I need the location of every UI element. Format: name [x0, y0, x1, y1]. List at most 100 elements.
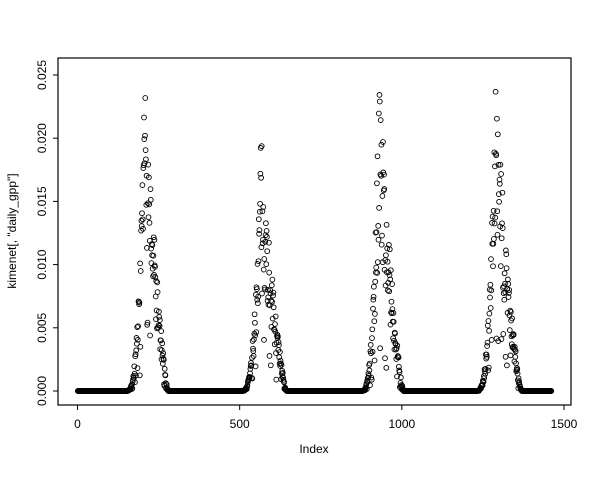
data-point: [373, 264, 380, 271]
data-point: [490, 207, 497, 214]
data-point: [487, 294, 493, 301]
data-point: [365, 370, 372, 377]
data-point: [266, 269, 273, 276]
data-point: [483, 354, 490, 360]
data-point: [367, 342, 374, 348]
data-point: [385, 287, 391, 294]
data-point: [507, 308, 514, 315]
data-point: [371, 283, 377, 290]
data-point: [372, 311, 378, 317]
data-point: [250, 345, 256, 352]
y-tick-label: 0.000: [35, 376, 49, 406]
data-point: [142, 147, 149, 153]
data-point: [254, 286, 260, 292]
data-point: [368, 374, 375, 381]
data-point: [498, 235, 505, 242]
data-point: [368, 376, 375, 383]
data-point: [366, 360, 373, 367]
data-point: [492, 214, 499, 221]
data-point: [138, 223, 145, 229]
data-point: [395, 354, 402, 361]
data-point: [501, 270, 508, 277]
data-point: [252, 332, 259, 339]
data-points: [74, 88, 555, 394]
data-point: [154, 289, 161, 295]
data-point: [247, 366, 254, 372]
data-point: [276, 342, 282, 348]
data-point: [273, 376, 280, 383]
data-point: [503, 265, 510, 272]
data-point: [149, 242, 156, 248]
data-point: [369, 348, 376, 355]
data-point: [135, 323, 141, 330]
data-point: [158, 337, 164, 344]
data-point: [392, 341, 399, 347]
data-point: [254, 261, 261, 267]
data-point: [487, 281, 494, 288]
data-point: [507, 352, 514, 359]
data-point: [248, 375, 255, 381]
data-point: [506, 287, 513, 293]
data-point: [384, 245, 391, 252]
data-point: [488, 337, 495, 343]
data-point: [268, 297, 274, 304]
data-point: [512, 354, 519, 360]
data-point: [504, 362, 510, 369]
data-point: [269, 276, 276, 283]
data-point: [146, 201, 153, 208]
data-point: [369, 335, 375, 341]
data-point: [139, 210, 145, 217]
data-point: [363, 386, 370, 392]
data-point: [373, 229, 380, 235]
data-point: [367, 382, 373, 389]
data-point: [383, 221, 390, 228]
data-point: [156, 308, 162, 315]
data-point: [270, 289, 277, 296]
data-point: [139, 216, 146, 223]
data-point: [486, 310, 493, 317]
data-point: [270, 304, 277, 311]
data-point: [260, 266, 267, 273]
data-point: [512, 348, 519, 355]
data-point: [275, 339, 282, 345]
data-point: [263, 261, 270, 268]
data-point: [489, 213, 496, 220]
data-point: [389, 281, 395, 287]
data-point: [366, 367, 373, 374]
data-point: [369, 326, 376, 333]
y-tick-label: 0.005: [35, 312, 49, 342]
data-point: [393, 345, 400, 352]
data-point: [144, 319, 151, 326]
data-point: [377, 117, 384, 123]
data-point: [370, 305, 376, 312]
data-point: [396, 369, 403, 375]
data-point: [378, 241, 385, 248]
data-point: [499, 225, 506, 231]
data-point: [281, 379, 287, 386]
data-point: [140, 225, 146, 232]
data-point: [275, 333, 281, 340]
data-point: [249, 338, 256, 344]
data-point: [491, 220, 498, 227]
data-point: [381, 186, 388, 192]
data-point: [510, 331, 517, 338]
data-point: [145, 200, 151, 207]
data-point: [153, 278, 160, 284]
data-point: [256, 208, 263, 215]
data-point: [494, 208, 501, 215]
data-point: [485, 318, 492, 324]
data-point: [252, 319, 258, 326]
data-point: [386, 246, 393, 253]
data-point: [263, 228, 270, 234]
data-point: [396, 363, 402, 370]
data-point: [261, 256, 268, 262]
y-axis-label: kimenet[, "daily_gpp"]: [5, 173, 19, 288]
data-point: [489, 220, 495, 226]
data-point: [480, 378, 487, 385]
data-point: [254, 300, 261, 307]
x-tick-label: 0: [74, 417, 81, 431]
data-point: [145, 214, 152, 221]
y-tick-label: 0.015: [35, 186, 49, 216]
data-point: [506, 290, 512, 296]
data-point: [277, 349, 283, 355]
